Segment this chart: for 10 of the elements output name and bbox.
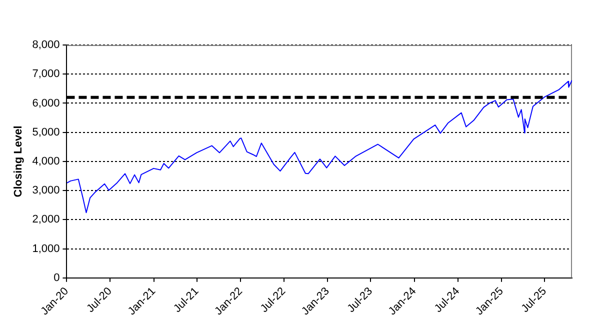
y-tick-label: 4,000 bbox=[32, 155, 60, 168]
y-tick-label: 1,000 bbox=[32, 242, 60, 255]
y-tick-label: 2,000 bbox=[32, 214, 60, 226]
y-tick-label: 7,000 bbox=[32, 68, 60, 80]
y-tick-label: 3,000 bbox=[32, 184, 60, 197]
y-tick-label: 8,000 bbox=[32, 39, 60, 52]
y-axis-title: Closing Level bbox=[12, 126, 25, 198]
y-tick-label: 5,000 bbox=[32, 126, 60, 138]
y-tick-label: 6,000 bbox=[32, 97, 60, 110]
y-tick-label: 0 bbox=[54, 272, 60, 284]
